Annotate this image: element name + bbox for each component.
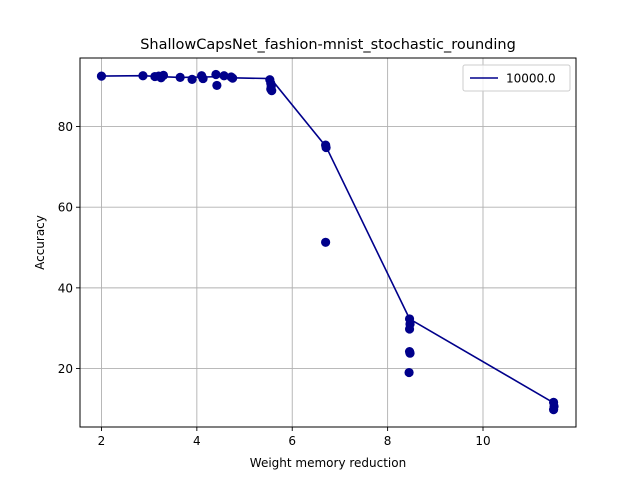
- x-tick-label: 6: [288, 434, 296, 448]
- y-tick-label: 80: [58, 120, 73, 134]
- y-axis-ticks: 20 40 60 80: [58, 120, 80, 376]
- x-tick-label: 8: [384, 434, 392, 448]
- x-tick-label: 4: [193, 434, 201, 448]
- data-point: [198, 73, 208, 84]
- x-tick-label: 10: [475, 434, 490, 448]
- data-point: [158, 70, 169, 80]
- data-point: [321, 237, 331, 247]
- data-point: [187, 74, 197, 84]
- scatter-points: [96, 69, 559, 415]
- data-point: [405, 348, 415, 358]
- y-tick-label: 20: [58, 362, 73, 376]
- data-point: [321, 142, 331, 153]
- data-point: [138, 71, 148, 81]
- data-point: [219, 71, 229, 81]
- data-point: [212, 80, 222, 91]
- chart-title: ShallowCapsNet_fashion-mnist_stochastic_…: [140, 37, 516, 53]
- legend: 10000.0: [462, 64, 571, 92]
- x-axis-ticks: 2 4 6 8 10: [98, 427, 491, 448]
- data-point: [404, 324, 415, 334]
- y-tick-label: 40: [58, 281, 73, 295]
- data-point: [404, 367, 414, 378]
- data-point: [267, 86, 277, 96]
- data-point: [548, 405, 559, 415]
- legend-box: [462, 64, 571, 92]
- data-point: [96, 71, 107, 81]
- y-axis-title: Accuracy: [33, 215, 47, 270]
- x-axis-title: Weight memory reduction: [250, 456, 406, 470]
- plot-frame: [79, 57, 577, 428]
- data-point: [175, 72, 185, 82]
- y-tick-label: 60: [58, 201, 73, 215]
- data-point: [211, 69, 221, 80]
- x-tick-label: 2: [98, 434, 106, 448]
- data-point: [228, 73, 238, 83]
- legend-label: 10000.0: [506, 72, 556, 86]
